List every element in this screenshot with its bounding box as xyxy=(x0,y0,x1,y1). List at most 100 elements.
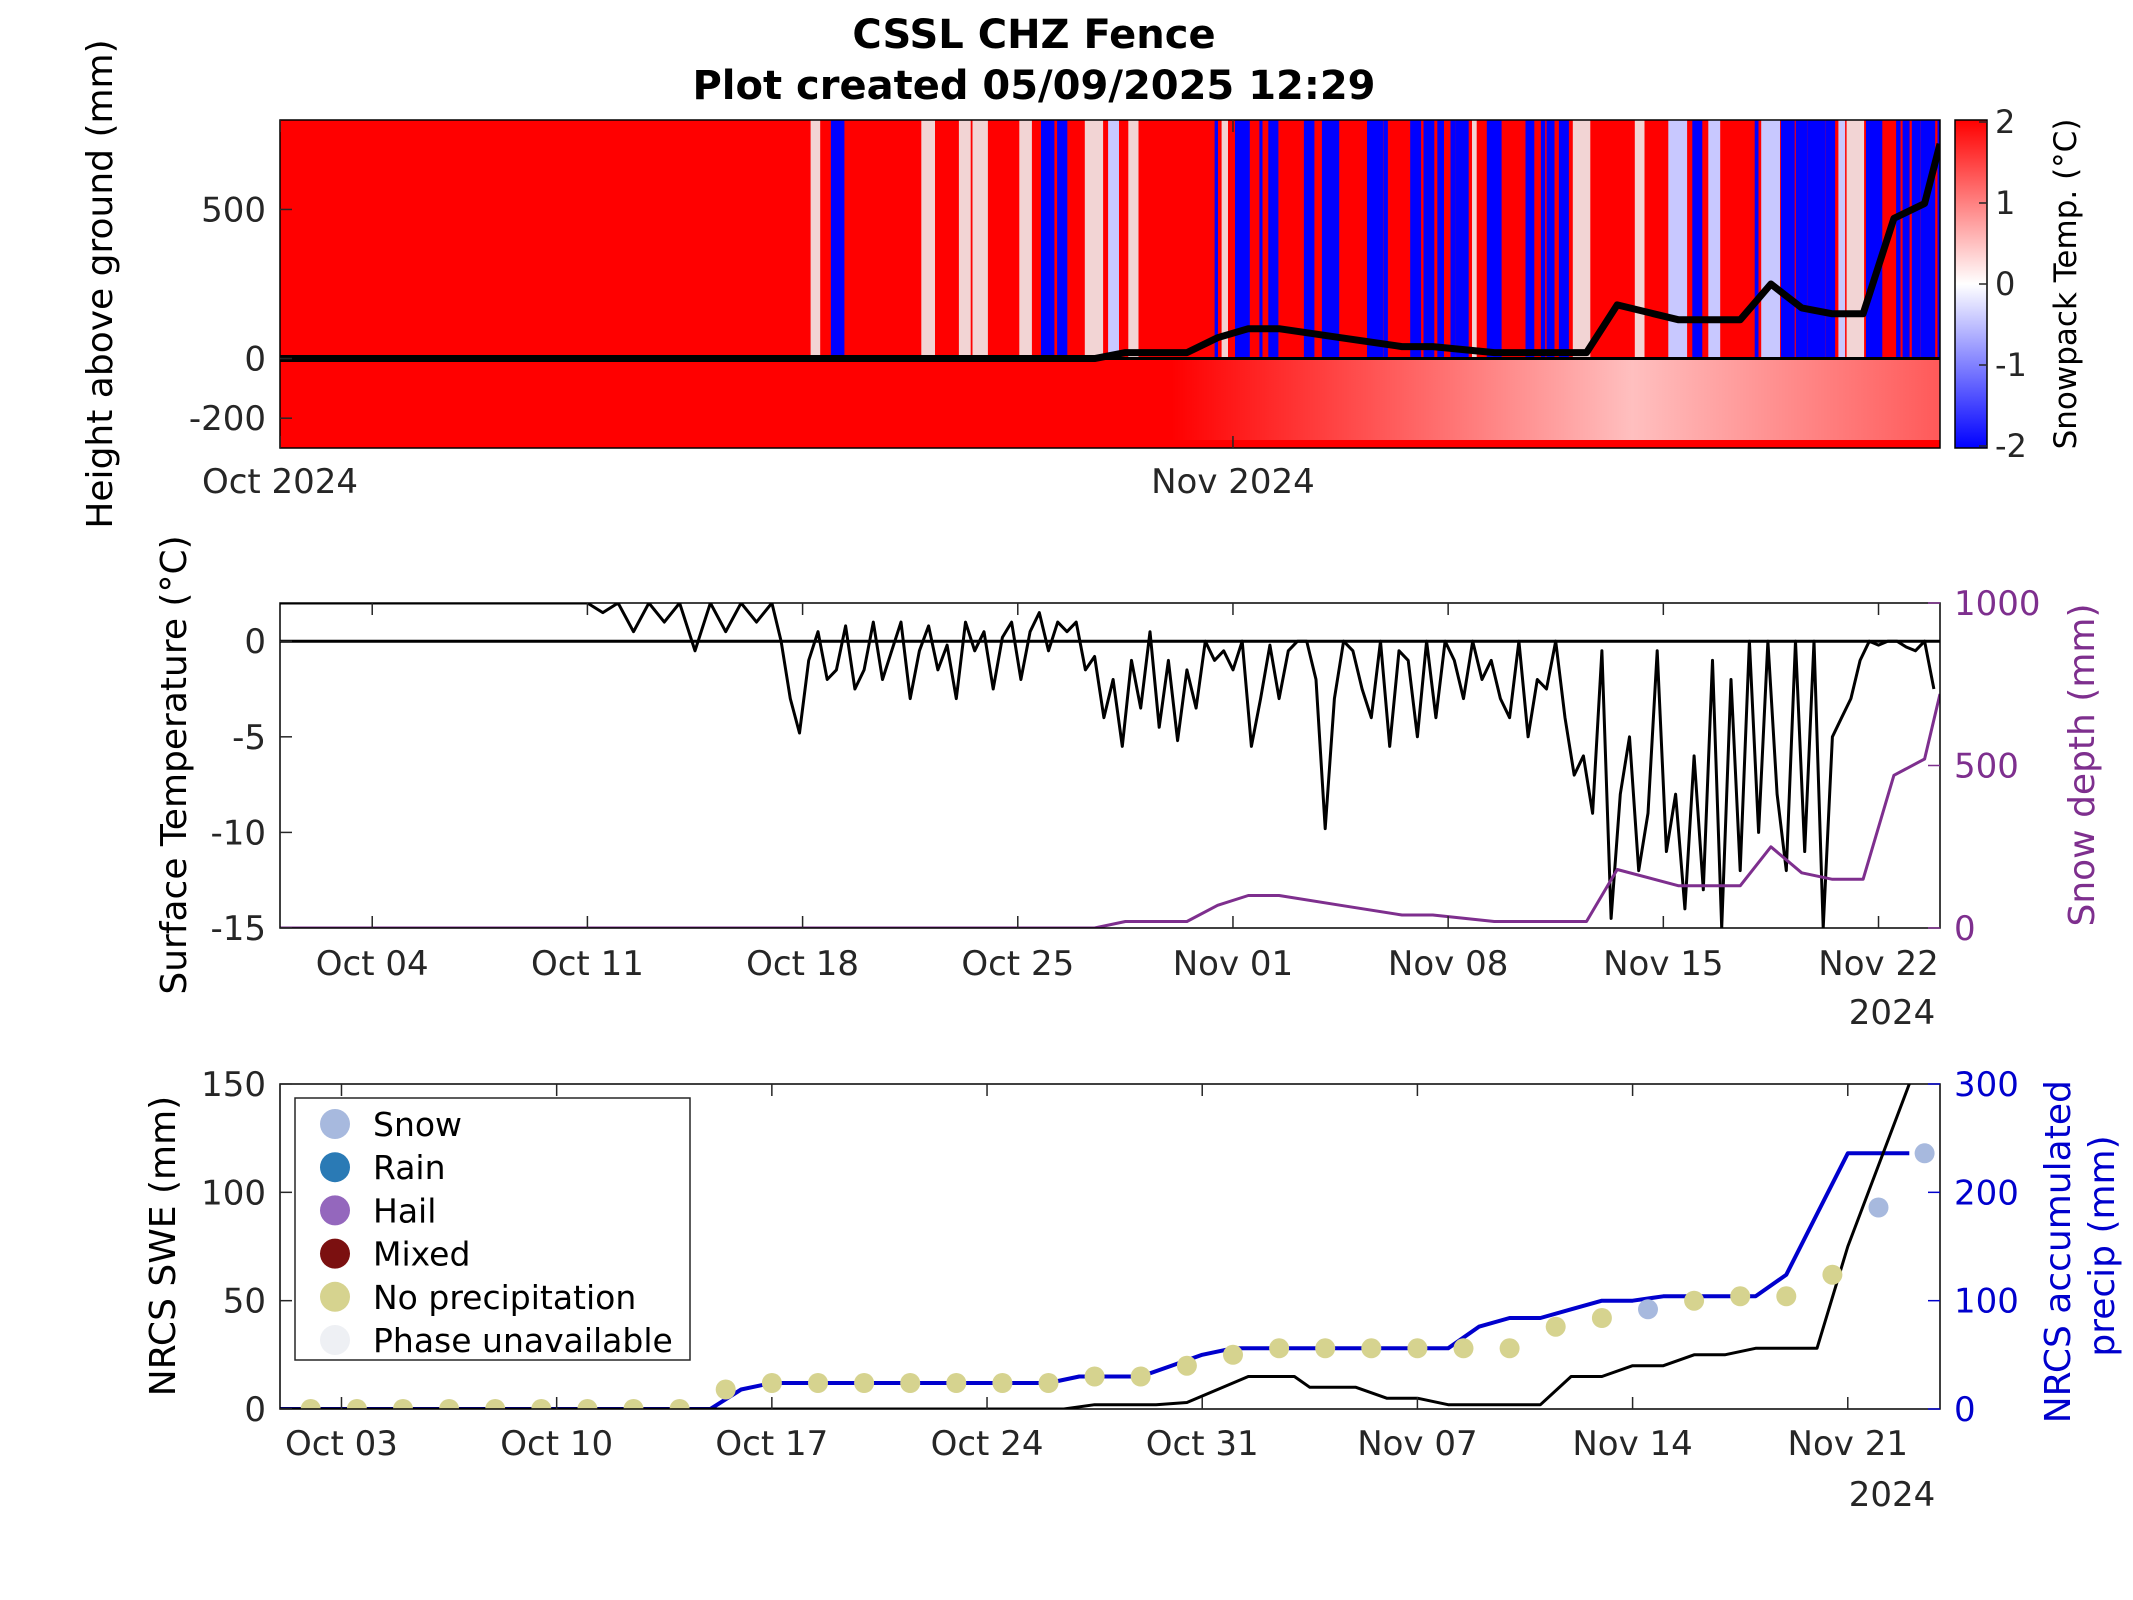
x-tick-label: Nov 2024 xyxy=(1151,462,1315,502)
phase-point xyxy=(1084,1366,1105,1387)
right-y-tick-label: 100 xyxy=(1954,1282,2019,1322)
x-tick-label: Oct 2024 xyxy=(202,462,358,502)
left-y-tick-label: -5 xyxy=(232,718,266,758)
phase-point xyxy=(346,1399,367,1409)
phase-point xyxy=(761,1373,782,1393)
heatmap-cell xyxy=(1807,120,1826,359)
heatmap-axes: Oct 2024 Nov 2024 500 0 -200 xyxy=(189,120,1315,502)
heatmap-cell xyxy=(1041,120,1055,359)
heatmap-cell xyxy=(1708,120,1721,359)
legend-marker xyxy=(320,1325,350,1355)
x-tick-label: Oct 25 xyxy=(961,944,1074,984)
phase-point xyxy=(485,1399,506,1409)
heatmap-cell xyxy=(1838,120,1846,359)
legend-label: Hail xyxy=(373,1191,436,1230)
x-tick-label: Nov 01 xyxy=(1173,944,1293,984)
heatmap-cell xyxy=(1383,120,1388,359)
heatmap-cell xyxy=(921,120,935,359)
right-y-tick-label: 300 xyxy=(1954,1065,2019,1105)
phase-point xyxy=(1684,1290,1705,1311)
right-y-tick-label: 1000 xyxy=(1954,584,2041,624)
heatmap-cell xyxy=(1437,120,1444,359)
x-tick-label: Nov 07 xyxy=(1357,1424,1477,1464)
surface-temp-series xyxy=(280,603,1936,928)
nrcs-frame xyxy=(279,1083,1941,1410)
phase-point xyxy=(393,1399,413,1409)
x-tick-label: Oct 04 xyxy=(316,944,429,984)
surface-temp-year: 2024 xyxy=(1849,993,1936,1033)
heatmap-cell xyxy=(1780,120,1795,359)
left-y-tick-label: 0 xyxy=(244,622,266,662)
left-y-tick-label: -15 xyxy=(210,909,266,949)
heatmap-cell xyxy=(1558,120,1569,359)
heatmap-cell xyxy=(1128,120,1139,359)
phase-point xyxy=(1361,1338,1382,1359)
right-y-tick-label: 0 xyxy=(1954,909,1976,949)
phase-point xyxy=(300,1399,321,1409)
phase-point xyxy=(439,1399,460,1409)
heatmap-cell xyxy=(1668,120,1688,359)
legend-label: Mixed xyxy=(373,1235,470,1274)
heatmap-cell xyxy=(830,120,845,359)
heatmap-cell xyxy=(1303,120,1315,359)
heatmap-cell xyxy=(1546,120,1555,359)
heatmap-cell xyxy=(1235,120,1250,359)
x-tick-label: Nov 15 xyxy=(1603,944,1723,984)
left-y-tick-label: 100 xyxy=(201,1173,266,1213)
heatmap-cell xyxy=(1692,120,1703,359)
phase-point xyxy=(1499,1338,1520,1359)
heatmap-cell xyxy=(1019,120,1032,359)
legend-label: Rain xyxy=(373,1148,446,1187)
precip-ylabel-line2: precip (mm) xyxy=(2082,1135,2123,1356)
heatmap-cell xyxy=(1268,120,1279,359)
phase-point xyxy=(1038,1373,1059,1393)
heatmap-cell xyxy=(1321,120,1340,359)
phase-point xyxy=(946,1373,967,1393)
left-y-tick-label: -10 xyxy=(210,813,266,853)
phase-point xyxy=(808,1373,828,1393)
x-tick-label: Oct 18 xyxy=(746,944,859,984)
surface-temp-plot xyxy=(280,603,1940,928)
heatmap-cell xyxy=(1846,120,1865,359)
snow-depth-series xyxy=(280,693,1940,928)
heatmap-cell xyxy=(972,120,988,359)
phase-point xyxy=(669,1399,690,1409)
legend-box xyxy=(294,1097,691,1361)
colorbar-ticks: 2 1 0 -1 -2 xyxy=(1979,103,2027,465)
phase-point xyxy=(1730,1286,1751,1307)
phase-point xyxy=(1269,1338,1290,1359)
phase-point xyxy=(1776,1286,1797,1307)
phase-point xyxy=(1638,1299,1658,1320)
phase-point xyxy=(1453,1338,1474,1359)
heatmap-cell xyxy=(1450,120,1456,359)
legend-label: Phase unavailable xyxy=(373,1321,673,1360)
legend-marker xyxy=(320,1195,350,1226)
nrcs-year: 2024 xyxy=(1849,1475,1936,1515)
phase-legend: Snow Rain Hail Mixed No precipitation Phase u… xyxy=(294,1097,691,1361)
surface-temp-frame xyxy=(279,602,1941,929)
x-tick-label: Nov 21 xyxy=(1788,1424,1908,1464)
phase-point xyxy=(1545,1316,1566,1337)
phase-point xyxy=(715,1379,736,1400)
nrcs-axes: Oct 03 Oct 10 Oct 17 Oct 24 Oct 31 Nov 07 Nov … xyxy=(201,1065,2019,1464)
heatmap-cell xyxy=(1410,120,1422,359)
swe-ylabel: NRCS SWE (mm) xyxy=(143,1096,184,1396)
panel-snowpack-heatmap: Oct 2024 Nov 2024 500 0 -200 Height above gr… xyxy=(80,39,2084,528)
heatmap-cell xyxy=(1455,120,1469,359)
surface-temp-axes: Oct 04 Oct 11 Oct 18 Oct 25 Nov 01 Nov 08 Nov … xyxy=(210,584,2040,984)
phase-point xyxy=(1591,1308,1612,1328)
legend-label: Snow xyxy=(373,1105,462,1144)
heatmap-cell xyxy=(1214,120,1218,359)
left-y-tick-label: 150 xyxy=(201,1065,266,1105)
x-tick-label: Oct 11 xyxy=(531,944,644,984)
heatmap-cell xyxy=(1057,120,1068,359)
panel-nrcs: Oct 03 Oct 10 Oct 17 Oct 24 Oct 31 Nov 07 Nov … xyxy=(143,1065,2123,1515)
phase-point xyxy=(1822,1264,1843,1285)
heatmap-cell xyxy=(1221,120,1228,359)
right-y-tick-label: 0 xyxy=(1954,1390,1976,1430)
heatmap-cell xyxy=(1540,120,1546,359)
snow-depth-ylabel: Snow depth (mm) xyxy=(2062,603,2103,926)
heatmap-cell xyxy=(1259,120,1263,359)
figure-title: CSSL CHZ Fence xyxy=(852,12,1215,58)
